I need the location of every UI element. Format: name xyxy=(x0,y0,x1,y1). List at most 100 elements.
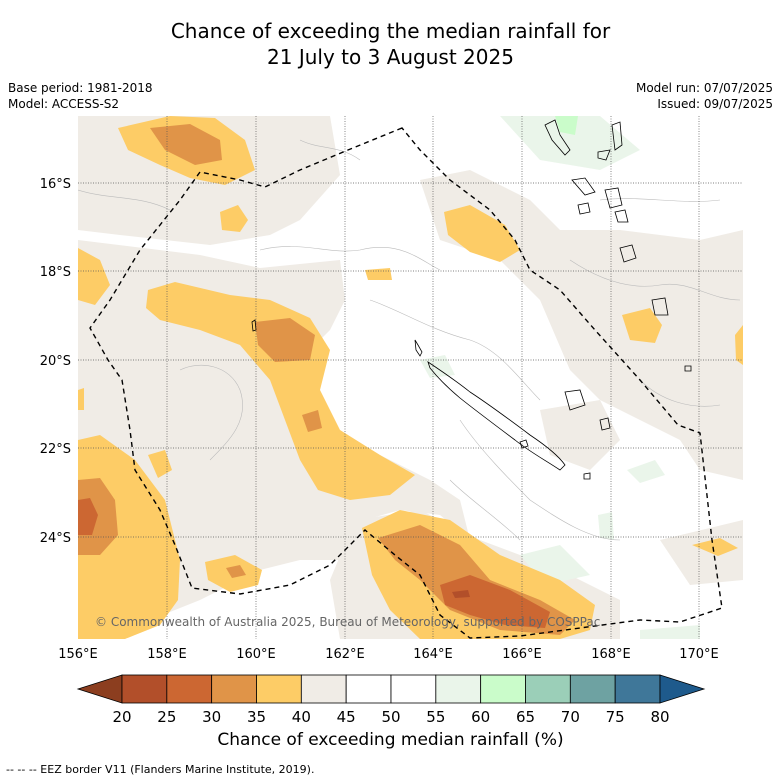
meta-right: Model run: 07/07/2025 Issued: 09/07/2025 xyxy=(636,80,773,112)
green-60-region xyxy=(555,116,578,135)
beige-region-west xyxy=(78,240,470,639)
lon-tick-label: 158°E xyxy=(147,647,187,662)
contour-line xyxy=(459,419,621,541)
contour-line xyxy=(599,198,721,202)
green-region-north xyxy=(500,116,640,170)
colorbar-segment xyxy=(435,674,482,704)
island-coast xyxy=(251,319,257,332)
colorbar-tick-label: 35 xyxy=(247,708,266,726)
colorbar-segment xyxy=(121,674,168,704)
island-coast xyxy=(583,472,591,480)
colorbar: 20 25 30 35 40 45 50 55 60 65 70 75 80 xyxy=(76,674,706,726)
yellow-region-west-edge xyxy=(78,248,110,305)
beige-region-southeast xyxy=(660,520,743,585)
title-line-2: 21 July to 3 August 2025 xyxy=(267,45,514,69)
colorbar-segment xyxy=(166,674,213,704)
yellow-region-southeast xyxy=(692,538,738,556)
contour-line xyxy=(369,299,541,401)
vanuatu-island-coast xyxy=(571,177,596,196)
yellow-region-east xyxy=(622,308,662,343)
contour-line xyxy=(639,379,721,407)
yellow-region-small-2 xyxy=(365,268,392,280)
map-title: Chance of exceeding the median rainfall … xyxy=(0,18,781,70)
colorbar-tick-label: 30 xyxy=(202,708,221,726)
colorbar-tick-label: 65 xyxy=(516,708,535,726)
island-coast xyxy=(414,339,423,357)
orange-region-west xyxy=(78,478,118,555)
lat-tick-label: 22°S xyxy=(40,442,71,457)
vanuatu-island-coast xyxy=(614,209,629,223)
colorbar-label: Chance of exceeding median rainfall (%) xyxy=(217,730,564,750)
dark-orange-region-west xyxy=(78,498,98,535)
colorbar-segment xyxy=(569,674,616,704)
lat-tick-label: 16°S xyxy=(40,177,71,192)
colorbar-segment xyxy=(345,674,392,704)
colorbar-over-arrow xyxy=(659,674,706,704)
contour-line xyxy=(299,139,361,161)
colorbar-tick-labels: 20 25 30 35 40 45 50 55 60 65 70 75 80 xyxy=(112,708,669,726)
coastlines xyxy=(251,119,692,480)
title-line-1: Chance of exceeding the median rainfall … xyxy=(170,19,611,43)
contour-line xyxy=(179,364,243,461)
contour-line xyxy=(449,479,521,541)
beige-region-central xyxy=(540,400,620,470)
orange-region-central xyxy=(255,318,315,362)
colorbar-tick-label: 75 xyxy=(606,708,625,726)
lat-tick-label: 20°S xyxy=(40,354,71,369)
model-run-text: Model run: 07/07/2025 xyxy=(635,81,773,95)
green-region-new-caledonia xyxy=(420,355,455,378)
yellow-region-small-1 xyxy=(220,205,248,232)
new-caledonia-coast xyxy=(427,361,566,471)
lon-tick-label: 160°E xyxy=(236,647,276,662)
contour-line xyxy=(259,246,441,271)
colorbar-segment xyxy=(525,674,571,704)
lon-tick-label: 164°E xyxy=(413,647,453,662)
island-coast xyxy=(684,365,692,372)
green-region-bottom xyxy=(640,625,700,639)
vanuatu-island-coast xyxy=(577,202,591,215)
colorbar-segment xyxy=(390,674,437,704)
issued-text: Issued: 09/07/2025 xyxy=(657,97,773,111)
colorbar-segment xyxy=(211,674,257,704)
yellow-region-west-small xyxy=(78,388,84,410)
colorbar-tick-label: 40 xyxy=(292,708,311,726)
contour-line xyxy=(78,189,171,211)
lat-tick-label: 18°S xyxy=(40,265,71,280)
colorbar-segment xyxy=(614,674,661,704)
colorbar-segment xyxy=(480,674,526,704)
lat-tick-label: 24°S xyxy=(40,531,71,546)
gridlines xyxy=(78,116,743,639)
lon-tick-label: 170°E xyxy=(679,647,719,662)
loyalty-island-coast xyxy=(599,417,611,431)
colorbar-tick-label: 70 xyxy=(561,708,580,726)
lat-tick-labels: 16°S 18°S 20°S 22°S 24°S xyxy=(40,177,71,546)
vanuatu-island-coast xyxy=(604,187,623,209)
eez-border xyxy=(89,127,723,639)
green-region-small xyxy=(598,512,614,540)
colorbar-tick-label: 20 xyxy=(112,708,131,726)
colorbar-tick-label: 45 xyxy=(337,708,356,726)
lon-tick-label: 166°E xyxy=(502,647,542,662)
lon-tick-label: 156°E xyxy=(58,647,98,662)
lon-tick-labels: 156°E 158°E 160°E 162°E 164°E 166°E 168°… xyxy=(58,647,719,662)
yellow-region-small-3 xyxy=(148,450,172,478)
dark-orange-region-south xyxy=(440,575,550,628)
colorbar-tick-label: 80 xyxy=(650,708,669,726)
yellow-region-central-west xyxy=(146,282,415,500)
vanuatu-island-coast xyxy=(619,244,637,263)
vanuatu-island-coast xyxy=(544,119,571,156)
colorbar-segments xyxy=(121,674,661,704)
copyright-text: © Commonwealth of Australia 2025, Bureau… xyxy=(95,615,600,629)
yellow-region-east-edge xyxy=(735,325,743,365)
dark-orange-regions xyxy=(78,498,550,628)
orange-region-tiny xyxy=(226,565,246,578)
brown-region xyxy=(452,590,470,598)
island-coast xyxy=(651,297,669,316)
colorbar-under-arrow xyxy=(76,674,123,704)
green-region-east xyxy=(627,460,665,483)
island-coast xyxy=(519,439,529,449)
lon-tick-label: 168°E xyxy=(591,647,631,662)
orange-region-north xyxy=(150,124,222,165)
contour-line xyxy=(569,259,741,301)
